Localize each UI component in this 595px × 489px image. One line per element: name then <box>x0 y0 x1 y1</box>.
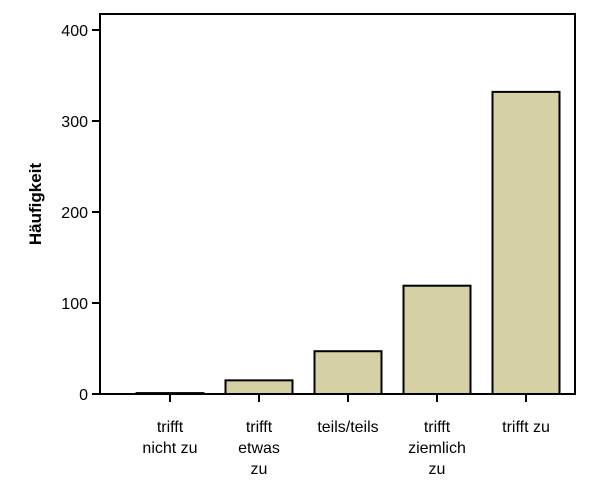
x-tick-label-line: trifft <box>157 419 184 436</box>
x-tick-label-line: trifft <box>246 419 273 436</box>
bar-1 <box>224 379 294 396</box>
x-tick-label-line: trifft zu <box>502 419 550 436</box>
bar-4 <box>491 90 561 395</box>
x-tick-label-0: trifft nicht zu <box>142 419 197 457</box>
y-tick-label-200: 200 <box>61 205 88 222</box>
x-tick-label-1: trifft etwas zu <box>238 419 280 478</box>
y-axis-title: Häufigkeit <box>26 163 45 246</box>
x-tick-label-line: zu <box>251 461 268 478</box>
x-tick-label-4: trifft zu <box>502 419 550 436</box>
x-tick-label-3: trifft ziemlich zu <box>408 419 466 478</box>
x-axis-labels: trifft nicht zu trifft etwas zu teils/teils tr… <box>142 394 550 478</box>
x-tick-label-line: nicht zu <box>142 440 197 457</box>
y-axis: 0 100 200 300 400 <box>61 23 100 404</box>
x-tick-label-line: zu <box>429 461 446 478</box>
x-tick-label-line: trifft <box>424 419 451 436</box>
x-tick-label-2: teils/teils <box>317 419 378 436</box>
bar-3 <box>402 284 472 395</box>
y-tick-label-300: 300 <box>61 114 88 131</box>
y-tick-label-400: 400 <box>61 23 88 40</box>
bars <box>135 90 561 396</box>
bar-0 <box>135 392 205 395</box>
bar-2 <box>313 350 383 396</box>
x-tick-label-line: ziemlich <box>408 440 466 457</box>
y-tick-label-0: 0 <box>79 387 88 404</box>
y-tick-label-100: 100 <box>61 296 88 313</box>
x-tick-label-line: teils/teils <box>317 419 378 436</box>
x-tick-label-line: etwas <box>238 440 280 457</box>
